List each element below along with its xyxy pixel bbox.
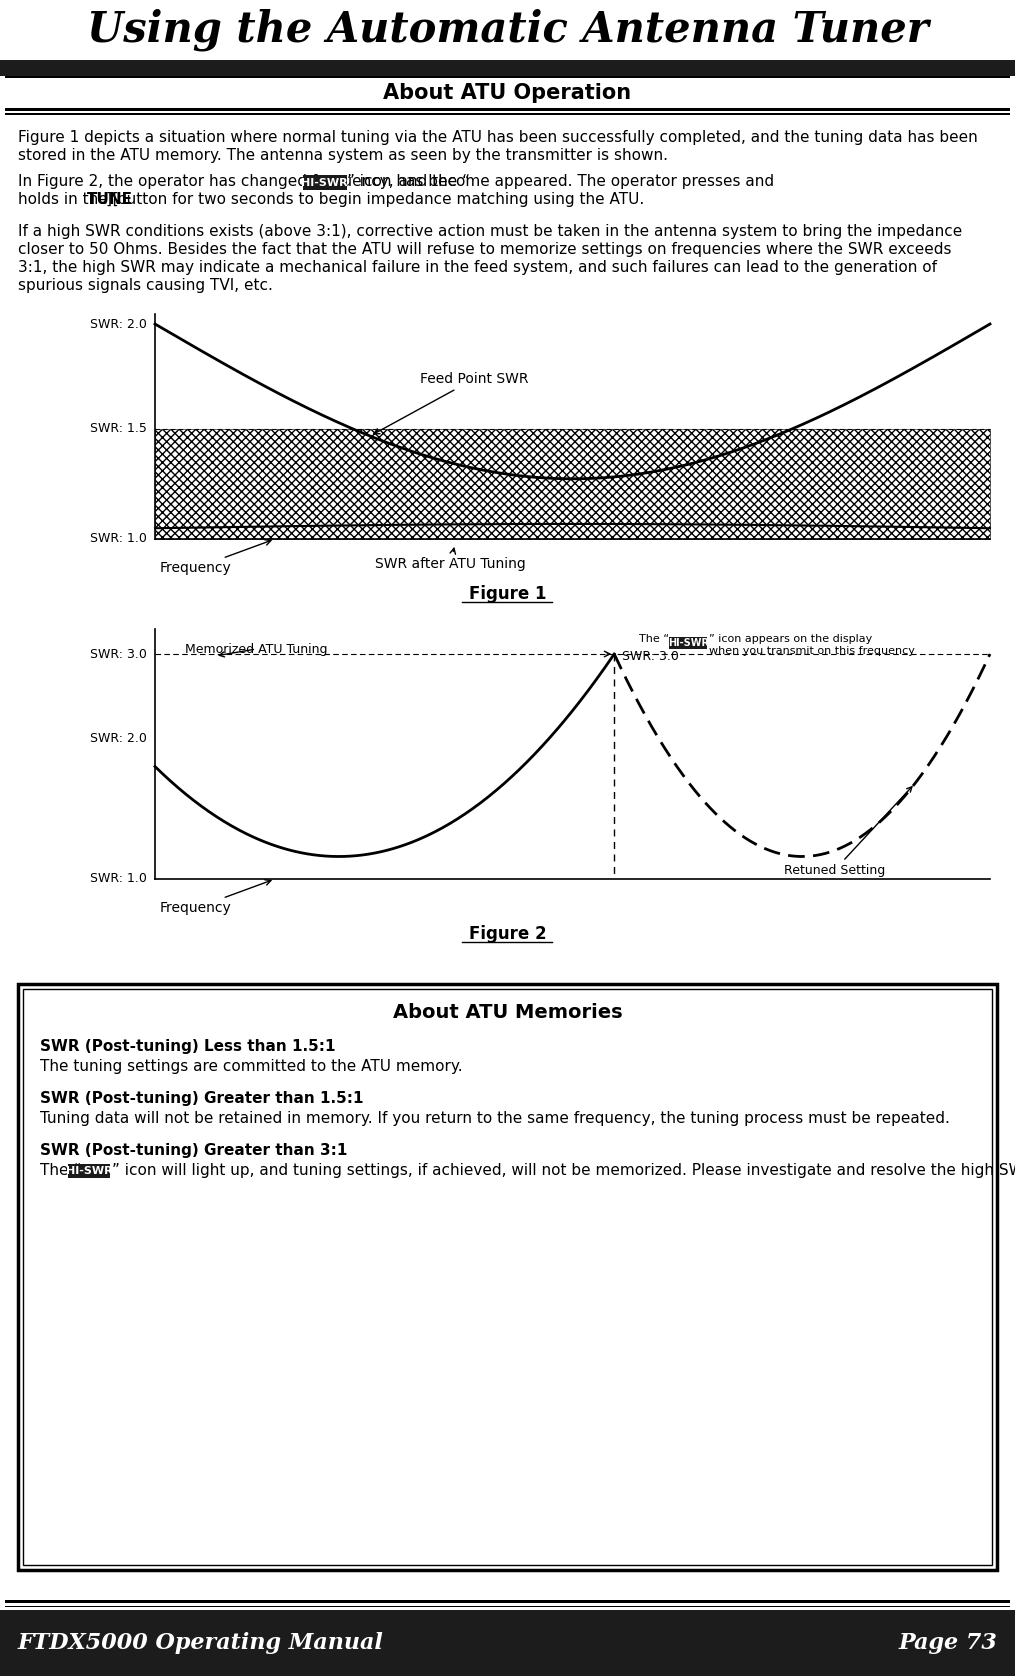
Text: SWR: 3.0: SWR: 3.0 xyxy=(90,647,147,660)
Text: SWR: 2.0: SWR: 2.0 xyxy=(90,317,147,330)
Bar xyxy=(155,429,990,540)
Text: SWR: 1.5: SWR: 1.5 xyxy=(90,422,147,436)
Bar xyxy=(5,1601,1010,1602)
Text: TUNE: TUNE xyxy=(86,193,133,208)
Text: SWR (Post-tuning) Greater than 3:1: SWR (Post-tuning) Greater than 3:1 xyxy=(40,1143,347,1158)
Text: ] button for two seconds to begin impedance matching using the ATU.: ] button for two seconds to begin impeda… xyxy=(107,193,645,208)
Bar xyxy=(23,989,992,1565)
Bar xyxy=(0,1611,1015,1676)
Text: spurious signals causing TVI, etc.: spurious signals causing TVI, etc. xyxy=(18,278,273,293)
Text: The “: The “ xyxy=(40,1163,81,1178)
Text: SWR: 2.0: SWR: 2.0 xyxy=(90,732,147,746)
Text: In Figure 2, the operator has changed frequency, and the “: In Figure 2, the operator has changed fr… xyxy=(18,174,470,189)
Text: Memorized ATU Tuning: Memorized ATU Tuning xyxy=(185,642,328,657)
Text: Feed Point SWR: Feed Point SWR xyxy=(374,372,529,434)
Text: FTDX5000 Operating Manual: FTDX5000 Operating Manual xyxy=(18,1632,384,1654)
Text: The tuning settings are committed to the ATU memory.: The tuning settings are committed to the… xyxy=(40,1059,463,1074)
Text: HI-SWR: HI-SWR xyxy=(301,178,348,188)
Text: 3:1, the high SWR may indicate a mechanical failure in the feed system, and such: 3:1, the high SWR may indicate a mechani… xyxy=(18,260,937,275)
Text: Frequency: Frequency xyxy=(160,880,271,915)
Bar xyxy=(5,75,1010,79)
Bar xyxy=(18,984,997,1570)
Text: ” icon will light up, and tuning settings, if achieved, will not be memorized. P: ” icon will light up, and tuning setting… xyxy=(112,1163,1015,1178)
Text: HI-SWR: HI-SWR xyxy=(66,1166,113,1177)
Text: SWR (Post-tuning) Greater than 1.5:1: SWR (Post-tuning) Greater than 1.5:1 xyxy=(40,1091,363,1106)
Text: stored in the ATU memory. The antenna system as seen by the transmitter is shown: stored in the ATU memory. The antenna sy… xyxy=(18,147,668,163)
Text: SWR: 1.0: SWR: 1.0 xyxy=(90,873,147,885)
Text: About ATU Operation: About ATU Operation xyxy=(384,84,631,102)
Bar xyxy=(68,1165,110,1178)
Text: ” icon appears on the display
when you transmit on this frequency: ” icon appears on the display when you t… xyxy=(709,634,916,655)
Text: ” icon has become appeared. The operator presses and: ” icon has become appeared. The operator… xyxy=(347,174,773,189)
Text: About ATU Memories: About ATU Memories xyxy=(393,1002,622,1021)
Text: HI-SWR: HI-SWR xyxy=(668,639,708,649)
Text: Figure 2: Figure 2 xyxy=(469,925,546,944)
Bar xyxy=(669,637,707,649)
Text: SWR: 1.0: SWR: 1.0 xyxy=(90,533,147,545)
Text: Page 73: Page 73 xyxy=(898,1632,997,1654)
Bar xyxy=(302,174,347,189)
Text: closer to 50 Ohms. Besides the fact that the ATU will refuse to memorize setting: closer to 50 Ohms. Besides the fact that… xyxy=(18,241,951,256)
Text: Figure 1 depicts a situation where normal tuning via the ATU has been successful: Figure 1 depicts a situation where norma… xyxy=(18,131,977,146)
Text: Retuned Setting: Retuned Setting xyxy=(784,786,911,877)
Bar xyxy=(0,60,1015,75)
Text: SWR (Post-tuning) Less than 1.5:1: SWR (Post-tuning) Less than 1.5:1 xyxy=(40,1039,336,1054)
Text: If a high SWR conditions exists (above 3:1), corrective action must be taken in : If a high SWR conditions exists (above 3… xyxy=(18,225,962,240)
Text: Tuning data will not be retained in memory. If you return to the same frequency,: Tuning data will not be retained in memo… xyxy=(40,1111,950,1126)
Text: SWR: 3.0: SWR: 3.0 xyxy=(622,650,679,664)
Text: Using the Automatic Antenna Tuner: Using the Automatic Antenna Tuner xyxy=(86,8,929,52)
Text: Figure 1: Figure 1 xyxy=(469,585,546,603)
Text: The “: The “ xyxy=(639,634,669,644)
Text: Frequency: Frequency xyxy=(160,540,271,575)
Text: holds in the [: holds in the [ xyxy=(18,193,119,208)
Text: SWR after ATU Tuning: SWR after ATU Tuning xyxy=(375,548,526,572)
Bar xyxy=(5,107,1010,111)
